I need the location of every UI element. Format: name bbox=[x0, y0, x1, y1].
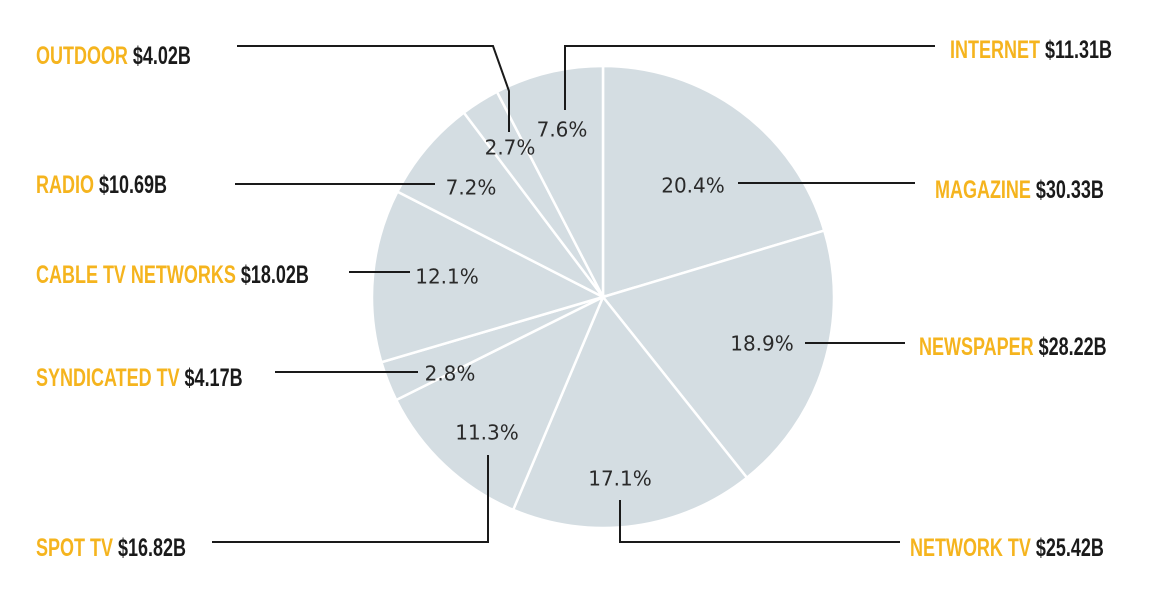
svg-text:SYNDICATED TV $4.17B: SYNDICATED TV $4.17B bbox=[36, 363, 243, 392]
percent-label: 17.1% bbox=[588, 467, 652, 491]
category-amount: $28.22B bbox=[1039, 332, 1107, 361]
pie-slice-spot-tv bbox=[394, 294, 606, 512]
svg-text:OUTDOOR $4.02B: OUTDOOR $4.02B bbox=[36, 41, 191, 70]
svg-text:CABLE TV NETWORKS $18.02B: CABLE TV NETWORKS $18.02B bbox=[36, 260, 309, 289]
category-name: MAGAZINE bbox=[935, 175, 1036, 204]
percent-label: 7.6% bbox=[537, 118, 588, 142]
category-name: SYNDICATED TV bbox=[36, 363, 185, 392]
category-amount: $4.02B bbox=[133, 41, 191, 70]
category-name: RADIO bbox=[36, 170, 99, 199]
category-name: INTERNET bbox=[950, 35, 1045, 64]
svg-text:NEWSPAPER $28.22B: NEWSPAPER $28.22B bbox=[919, 332, 1107, 361]
percent-label: 20.4% bbox=[661, 174, 725, 198]
slices-layer bbox=[370, 64, 836, 530]
slice-label: CABLE TV NETWORKS $18.02B bbox=[36, 260, 309, 289]
category-name: OUTDOOR bbox=[36, 41, 133, 70]
percent-label: 2.8% bbox=[425, 362, 476, 386]
percent-label: 2.7% bbox=[485, 136, 536, 160]
svg-text:NETWORK TV $25.42B: NETWORK TV $25.42B bbox=[910, 533, 1104, 562]
leader-lines-layer bbox=[212, 45, 935, 543]
percent-label: 12.1% bbox=[415, 265, 479, 289]
pie-slice-network-tv bbox=[511, 294, 749, 530]
percent-labels-layer: 20.4% 18.9% 17.1% 11.3% 2.8% 12.1% 7.2% 2.7%7.6… bbox=[415, 118, 794, 491]
percent-label: 7.2% bbox=[446, 176, 497, 200]
category-name: SPOT TV bbox=[36, 533, 118, 562]
pie-slice-newspaper bbox=[600, 228, 836, 480]
slice-label: MAGAZINE $30.33B bbox=[935, 175, 1104, 204]
category-amount: $11.31B bbox=[1045, 35, 1112, 64]
slice-label: INTERNET $11.31B bbox=[950, 35, 1112, 64]
pie-slice-internet bbox=[495, 64, 605, 298]
slice-label: NETWORK TV $25.42B bbox=[910, 533, 1104, 562]
category-amount: $10.69B bbox=[99, 170, 167, 199]
svg-text:MAGAZINE $30.33B: MAGAZINE $30.33B bbox=[935, 175, 1104, 204]
svg-text:INTERNET $11.31B: INTERNET $11.31B bbox=[950, 35, 1112, 64]
percent-label: 18.9% bbox=[730, 332, 794, 356]
slice-label: RADIO $10.69B bbox=[36, 170, 167, 199]
leader-line bbox=[564, 45, 935, 110]
leader-line bbox=[619, 500, 900, 543]
category-amount: $18.02B bbox=[241, 260, 309, 289]
category-labels-layer: MAGAZINE $30.33B NEWSPAPER $28.22B NETWORK… bbox=[36, 35, 1112, 562]
category-amount: $25.42B bbox=[1036, 533, 1104, 562]
leader-line bbox=[212, 455, 489, 543]
category-name: NETWORK TV bbox=[910, 533, 1036, 562]
svg-text:SPOT TV $16.82B: SPOT TV $16.82B bbox=[36, 533, 186, 562]
slice-label: OUTDOOR $4.02B bbox=[36, 41, 191, 70]
percent-label: 11.3% bbox=[455, 421, 519, 445]
slice-label: SYNDICATED TV $4.17B bbox=[36, 363, 243, 392]
category-name: NEWSPAPER bbox=[919, 332, 1039, 361]
pie-slice-magazine bbox=[601, 64, 826, 299]
category-name: CABLE TV NETWORKS bbox=[36, 260, 241, 289]
slice-label: SPOT TV $16.82B bbox=[36, 533, 186, 562]
pie-slice-radio bbox=[395, 110, 604, 299]
pie-slice-cable-tv-networks bbox=[370, 189, 607, 364]
category-amount: $16.82B bbox=[118, 533, 186, 562]
category-amount: $30.33B bbox=[1036, 175, 1104, 204]
slice-label: NEWSPAPER $28.22B bbox=[919, 332, 1107, 361]
category-amount: $4.17B bbox=[185, 363, 243, 392]
leader-line bbox=[237, 45, 510, 132]
svg-text:RADIO $10.69B: RADIO $10.69B bbox=[36, 170, 167, 199]
